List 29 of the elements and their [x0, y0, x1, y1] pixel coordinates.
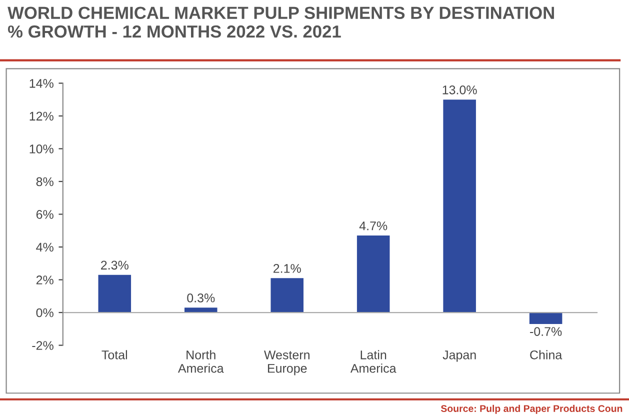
x-tick-label: Total	[102, 350, 128, 360]
y-tick-label: -2%	[32, 341, 54, 350]
x-tick-label: China	[530, 350, 562, 360]
y-tick-label: 10%	[30, 144, 54, 154]
data-label: 0.3%	[187, 294, 215, 302]
x-tick-label: Western Europe	[264, 350, 310, 376]
y-tick-label: 12%	[30, 112, 54, 121]
bar	[98, 274, 132, 313]
bar	[184, 308, 218, 313]
data-label: -0.7%	[530, 327, 562, 336]
x-tick-label: Japan	[442, 350, 476, 362]
source-note: Source: Pulp and Paper Products Coun	[440, 404, 622, 414]
bar	[356, 236, 390, 313]
data-label: 2.3%	[101, 260, 128, 270]
y-tick-label: 4%	[36, 242, 54, 252]
data-label: 4.7%	[359, 221, 388, 230]
x-tick-label: North America	[178, 350, 224, 373]
y-tick-label: 2%	[36, 276, 54, 284]
x-tick-label: Latin America	[350, 350, 396, 373]
bar	[443, 100, 476, 313]
bar	[529, 312, 562, 324]
data-label: 2.1%	[273, 264, 301, 273]
y-tick-label: 6%	[36, 210, 54, 219]
data-label: 13.0%	[442, 85, 477, 94]
y-tick-label: 0%	[36, 308, 54, 318]
y-tick-label: 8%	[36, 177, 54, 186]
chart-title: WORLD CHEMICAL MARKET PULP SHIPMENTS BY DESTINATION % GROWTH - 12 MONTHS 2022 VS. 2021	[8, 6, 554, 38]
y-tick-label: 14%	[30, 79, 54, 88]
bar	[270, 278, 304, 313]
